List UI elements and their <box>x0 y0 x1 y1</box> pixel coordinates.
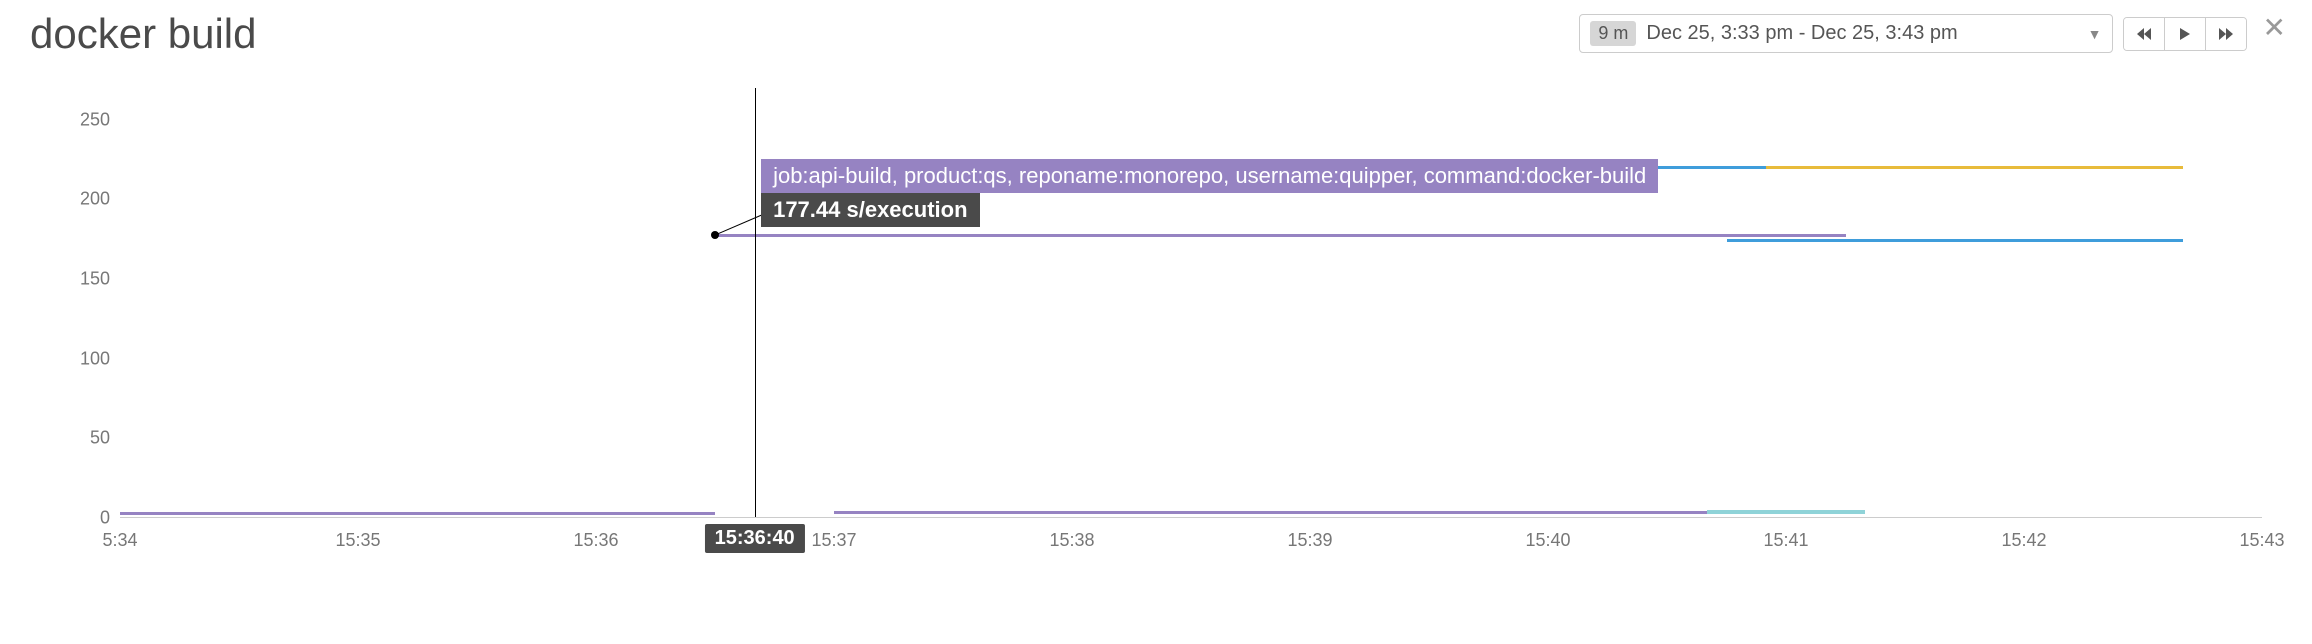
x-tick-label: 5:34 <box>102 530 137 551</box>
series-segment[interactable] <box>1766 166 2183 169</box>
tooltip: job:api-build, product:qs, reponame:mono… <box>761 159 1658 227</box>
x-tick-label: 15:43 <box>2239 530 2284 551</box>
y-axis: 050100150200250 <box>80 88 120 518</box>
y-tick-label: 200 <box>80 189 110 210</box>
x-tick-label: 15:35 <box>335 530 380 551</box>
tooltip-tags: job:api-build, product:qs, reponame:mono… <box>761 159 1658 193</box>
series-segment[interactable] <box>834 511 1707 514</box>
leader-line <box>120 88 2262 517</box>
close-button[interactable]: ✕ <box>2257 14 2292 42</box>
x-axis: 5:3415:3515:3615:3715:3815:3915:4015:411… <box>120 518 2262 568</box>
header-controls: 9 m Dec 25, 3:33 pm - Dec 25, 3:43 pm ▼ … <box>1579 14 2292 53</box>
x-tick-label: 15:42 <box>2001 530 2046 551</box>
x-tick-label: 15:39 <box>1287 530 1332 551</box>
y-tick-label: 50 <box>90 428 110 449</box>
time-nav-group <box>2123 17 2247 51</box>
hover-point <box>711 231 719 239</box>
series-segment[interactable] <box>1727 239 2183 242</box>
forward-button[interactable] <box>2206 18 2246 50</box>
y-tick-label: 250 <box>80 109 110 130</box>
x-tick-label: 15:40 <box>1525 530 1570 551</box>
time-range-picker[interactable]: 9 m Dec 25, 3:33 pm - Dec 25, 3:43 pm ▼ <box>1579 14 2112 53</box>
x-hover-label: 15:36:40 <box>705 524 805 553</box>
y-tick-label: 100 <box>80 348 110 369</box>
play-button[interactable] <box>2165 18 2206 50</box>
tooltip-value: 177.44 s/execution <box>761 193 979 227</box>
y-tick-label: 0 <box>100 508 110 529</box>
page-title: docker build <box>20 10 256 58</box>
series-segment[interactable] <box>1707 510 1866 514</box>
forward-icon <box>2218 26 2234 42</box>
time-range-text: Dec 25, 3:33 pm - Dec 25, 3:43 pm <box>1646 22 1957 45</box>
x-tick-label: 15:37 <box>811 530 856 551</box>
time-window-badge: 9 m <box>1590 21 1636 46</box>
crosshair <box>755 88 756 517</box>
chevron-down-icon: ▼ <box>2088 26 2102 42</box>
play-icon <box>2177 26 2193 42</box>
x-tick-label: 15:36 <box>573 530 618 551</box>
plot-area[interactable]: job:api-build, product:qs, reponame:mono… <box>120 88 2262 518</box>
y-tick-label: 150 <box>80 269 110 290</box>
chart[interactable]: 0 50 100 150 200 250 job:api-build, product:q… <box>80 88 2262 568</box>
close-icon: ✕ <box>2263 12 2286 43</box>
x-tick-label: 15:38 <box>1049 530 1094 551</box>
series-segment[interactable] <box>120 512 715 515</box>
series-segment[interactable] <box>715 234 1846 237</box>
rewind-button[interactable] <box>2124 18 2165 50</box>
x-tick-label: 15:41 <box>1763 530 1808 551</box>
rewind-icon <box>2136 26 2152 42</box>
